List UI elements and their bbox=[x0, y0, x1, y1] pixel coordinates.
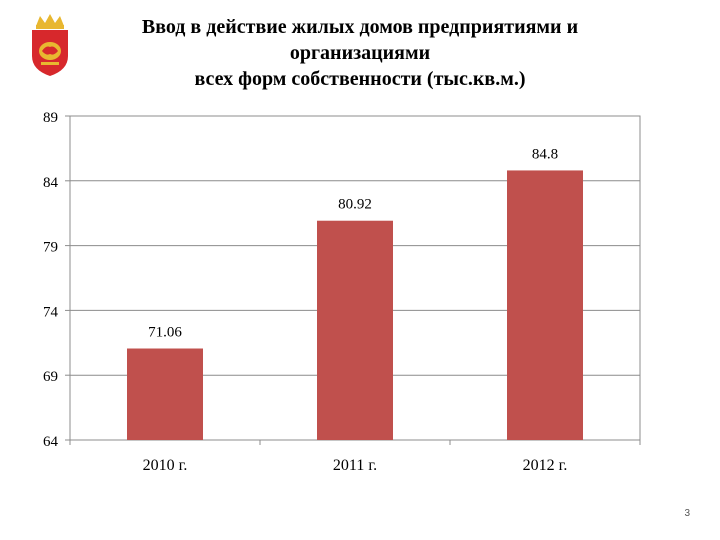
chart-title: Ввод в действие жилых домов предприятиям… bbox=[80, 14, 640, 92]
data-label: 71.06 bbox=[148, 325, 182, 341]
bar bbox=[317, 220, 393, 440]
y-tick-label: 84 bbox=[43, 175, 59, 191]
y-tick-label: 64 bbox=[43, 434, 59, 450]
coat-of-arms-icon bbox=[26, 14, 74, 78]
x-tick-label: 2012 г. bbox=[523, 457, 568, 474]
data-label: 84.8 bbox=[532, 146, 558, 162]
x-tick-label: 2010 г. bbox=[143, 457, 188, 474]
bar bbox=[127, 348, 203, 440]
x-tick-label: 2011 г. bbox=[333, 457, 377, 474]
y-tick-label: 69 bbox=[43, 369, 58, 385]
title-line: всех форм собственности (тыс.кв.м.) bbox=[194, 68, 526, 90]
data-label: 80.92 bbox=[338, 197, 372, 213]
y-tick-label: 89 bbox=[43, 110, 58, 126]
page-number: 3 bbox=[684, 508, 690, 519]
title-line: Ввод в действие жилых домов предприятиям… bbox=[141, 16, 579, 38]
y-tick-label: 79 bbox=[43, 240, 58, 256]
bar bbox=[507, 170, 583, 440]
title-line: организациями bbox=[289, 42, 431, 64]
y-tick-label: 74 bbox=[43, 304, 59, 320]
